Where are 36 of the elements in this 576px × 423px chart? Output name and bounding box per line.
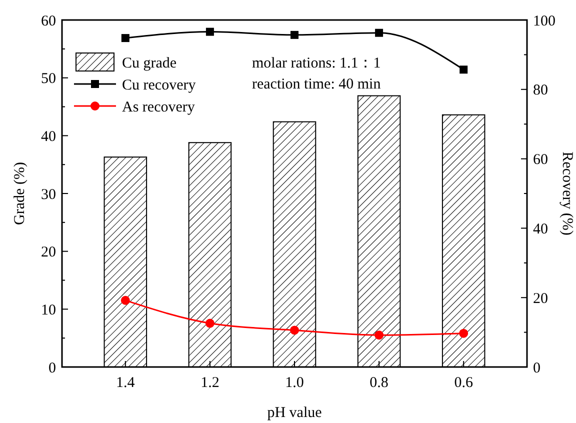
point — [121, 34, 130, 42]
x-tick-label: 1.0 — [285, 375, 304, 391]
y2-axis-title: Recovery (%) — [559, 152, 575, 236]
point — [120, 296, 130, 305]
point — [205, 318, 214, 328]
point — [374, 330, 384, 340]
x-axis-title: pH value — [267, 405, 322, 421]
point — [459, 328, 468, 338]
legend-label: Cu grade — [122, 55, 177, 72]
x-tick-label: 0.6 — [454, 375, 474, 391]
y-tick-label: 0 — [48, 360, 56, 376]
point — [375, 28, 384, 37]
y-axis-title: Grade (%) — [12, 162, 28, 225]
y2-tick-label: 100 — [533, 13, 556, 30]
y-tick-label: 10 — [41, 302, 56, 318]
y2-tick-label: 60 — [533, 152, 548, 168]
y-tick-label: 30 — [41, 186, 56, 203]
point — [290, 326, 299, 335]
y2-tick-label: 80 — [533, 82, 548, 99]
y-tick-label: 50 — [41, 71, 56, 88]
y2-tick-label: 20 — [533, 290, 548, 307]
x-tick-label: 1.2 — [200, 375, 220, 391]
y2-tick-label: 40 — [533, 221, 548, 238]
annotation: molar rations: 1.1：1 — [252, 55, 381, 72]
point — [206, 28, 214, 36]
y-tick-label: 20 — [41, 244, 56, 261]
x-tick-label: 0.8 — [370, 375, 388, 391]
y2-tick-label: 0 — [533, 360, 540, 376]
legend-label: As recovery — [122, 99, 196, 116]
legend-label: Cu recovery — [122, 77, 196, 94]
point — [290, 30, 298, 39]
y-tick-label: 40 — [41, 128, 56, 145]
y-tick-label: 60 — [41, 13, 56, 30]
annotation: reaction time: 40 min — [252, 76, 382, 92]
point — [460, 66, 468, 74]
x-tick-label: 1.4 — [116, 375, 136, 391]
